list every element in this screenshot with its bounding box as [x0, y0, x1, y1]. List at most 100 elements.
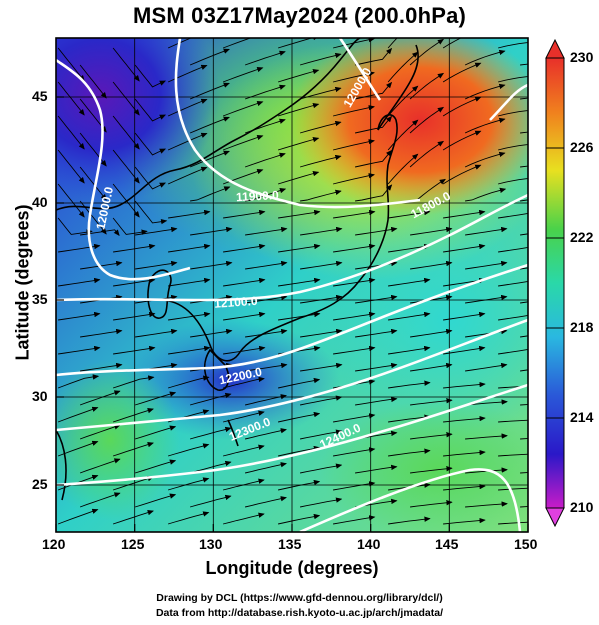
- streamline-245: [189, 494, 232, 508]
- streamline-95: [333, 209, 376, 219]
- streamline-163: [113, 345, 156, 355]
- streamline-157: [300, 328, 343, 338]
- streamline-253: [112, 510, 154, 525]
- streamline-125: [520, 267, 528, 270]
- streamline-110: [168, 243, 211, 253]
- streamline-76: [277, 170, 320, 185]
- streamline-162: [58, 345, 101, 355]
- streamline-45: [79, 132, 107, 167]
- streamline-247: [300, 497, 343, 508]
- streamline-186: [388, 380, 431, 389]
- streamline-208: [134, 425, 177, 440]
- streamline-88: [465, 187, 507, 202]
- streamline-257: [333, 515, 376, 525]
- x-tick-label: 130: [199, 536, 223, 552]
- colorbar-tick-label: 210: [570, 499, 594, 515]
- streamline-243: [79, 492, 121, 508]
- streamline-171: [80, 362, 123, 372]
- streamline-203: [333, 413, 376, 423]
- streamline-98: [498, 213, 528, 219]
- streamline-68: [355, 149, 393, 168]
- contour-label-11900: 11900.0: [236, 188, 280, 204]
- streamline-105: [410, 226, 453, 236]
- streamline-13: [299, 52, 342, 66]
- streamline-129: [223, 277, 266, 287]
- streamline-242: [498, 487, 528, 491]
- streamline-190: [134, 391, 177, 406]
- x-tick-label: 140: [357, 536, 381, 552]
- streamline-22: [277, 68, 320, 83]
- streamline-128: [168, 277, 211, 287]
- streamline-236: [167, 477, 210, 491]
- streamline-241: [443, 483, 486, 491]
- streamline-10: [134, 64, 167, 88]
- streamline-259: [443, 517, 486, 525]
- streamline-102: [245, 226, 288, 236]
- streamline-60: [387, 119, 419, 151]
- streamline-106: [465, 226, 508, 236]
- colorbar-tick-label: 226: [570, 139, 594, 155]
- x-tick-label: 145: [435, 536, 459, 552]
- streamline-0: [57, 47, 85, 82]
- streamline-213: [410, 432, 453, 440]
- streamline-34: [464, 83, 506, 100]
- streamline-26: [497, 76, 528, 83]
- streamline-170: [498, 349, 528, 355]
- streamline-11: [189, 48, 230, 66]
- streamline-205: [443, 415, 486, 423]
- streamline-91: [112, 217, 148, 235]
- streamline-156: [245, 328, 288, 338]
- streamline-67: [299, 154, 342, 168]
- grid-lines: [56, 38, 528, 532]
- streamline-77: [332, 173, 375, 185]
- streamline-204: [388, 414, 431, 423]
- credit-data: Data from http://database.rish.kyoto-u.a…: [155, 607, 444, 619]
- colorbar-tick-label: 218: [570, 319, 594, 335]
- colorbar-tick-label: 230: [570, 49, 594, 65]
- streamline-164: [168, 345, 211, 355]
- y-tick-label: 35: [32, 291, 48, 307]
- chart-title: MSM 03Z17May2024 (200.0hPa): [132, 3, 467, 28]
- streamline-18: [57, 81, 85, 116]
- streamline-15: [409, 38, 445, 66]
- streamline-96: [388, 209, 431, 219]
- streamline-39: [222, 100, 264, 117]
- streamline-3: [222, 38, 264, 49]
- streamline-80: [497, 178, 528, 185]
- height-contours: [56, 38, 528, 532]
- streamline-148: [278, 311, 321, 321]
- streamline-176: [355, 362, 398, 372]
- streamline-229: [300, 463, 343, 474]
- streamline-4: [277, 38, 320, 49]
- streamline-109: [113, 243, 156, 253]
- streamline-49: [299, 120, 342, 134]
- streamline-115: [443, 243, 486, 253]
- streamline-191: [189, 392, 232, 406]
- streamline-182: [167, 375, 210, 389]
- streamline-103: [300, 226, 343, 236]
- streamline-51: [409, 106, 445, 134]
- streamline-199: [112, 408, 154, 423]
- x-tick-label: 120: [42, 536, 66, 552]
- streamline-20: [167, 64, 208, 83]
- streamline-89: [520, 199, 528, 202]
- streamline-63: [79, 166, 107, 201]
- streamline-100: [135, 226, 178, 236]
- colorbar-tick-label: 222: [570, 229, 594, 245]
- streamline-207: [79, 424, 121, 440]
- streamline-65: [189, 150, 230, 168]
- streamline-209: [189, 426, 232, 440]
- streamline-165: [223, 345, 266, 355]
- streamline-218: [167, 443, 210, 457]
- streamline-144: [58, 311, 101, 321]
- colorbar: [545, 38, 565, 528]
- streamline-219: [222, 444, 265, 457]
- streamline-78: [387, 153, 419, 185]
- colorbar-bottom-triangle: [545, 507, 565, 528]
- streamline-168: [388, 345, 431, 355]
- streamline-126: [58, 277, 101, 287]
- streamline-101: [190, 226, 233, 236]
- streamline-16: [464, 49, 506, 66]
